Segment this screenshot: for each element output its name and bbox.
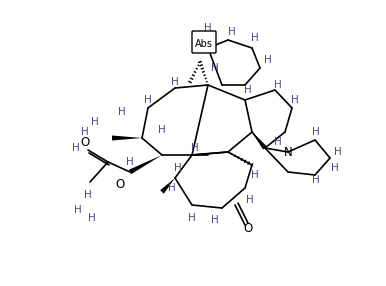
- Text: H: H: [274, 80, 282, 90]
- Text: H: H: [291, 95, 299, 105]
- Text: H: H: [91, 117, 99, 127]
- Text: H: H: [204, 23, 212, 33]
- Text: O: O: [244, 221, 252, 235]
- Text: H: H: [274, 137, 282, 147]
- Text: Abs: Abs: [195, 39, 213, 49]
- Text: H: H: [244, 85, 252, 95]
- Text: O: O: [115, 178, 125, 192]
- Text: H: H: [84, 190, 92, 200]
- Text: N: N: [284, 146, 292, 158]
- Text: H: H: [168, 183, 176, 193]
- Text: H: H: [264, 55, 272, 65]
- Text: H: H: [88, 213, 96, 223]
- FancyBboxPatch shape: [192, 31, 216, 53]
- Text: H: H: [126, 157, 134, 167]
- Text: H: H: [118, 107, 126, 117]
- Text: H: H: [312, 127, 320, 137]
- Text: H: H: [158, 125, 166, 135]
- Text: H: H: [251, 170, 259, 180]
- Text: H: H: [211, 63, 219, 73]
- Text: H: H: [72, 143, 80, 153]
- Text: H: H: [174, 163, 182, 173]
- Text: H: H: [251, 33, 259, 43]
- Text: O: O: [80, 136, 90, 148]
- Text: H: H: [211, 215, 219, 225]
- Text: H: H: [331, 163, 339, 173]
- Polygon shape: [160, 178, 175, 194]
- Text: H: H: [228, 27, 236, 37]
- Text: H: H: [81, 127, 89, 137]
- Text: H: H: [246, 195, 254, 205]
- Polygon shape: [129, 155, 162, 174]
- Text: H: H: [74, 205, 82, 215]
- Text: H: H: [312, 175, 320, 185]
- Text: H: H: [144, 95, 152, 105]
- Polygon shape: [112, 136, 142, 140]
- Text: H: H: [191, 143, 199, 153]
- Text: H: H: [188, 213, 196, 223]
- Text: H: H: [334, 147, 342, 157]
- Polygon shape: [252, 132, 267, 150]
- Text: H: H: [171, 77, 179, 87]
